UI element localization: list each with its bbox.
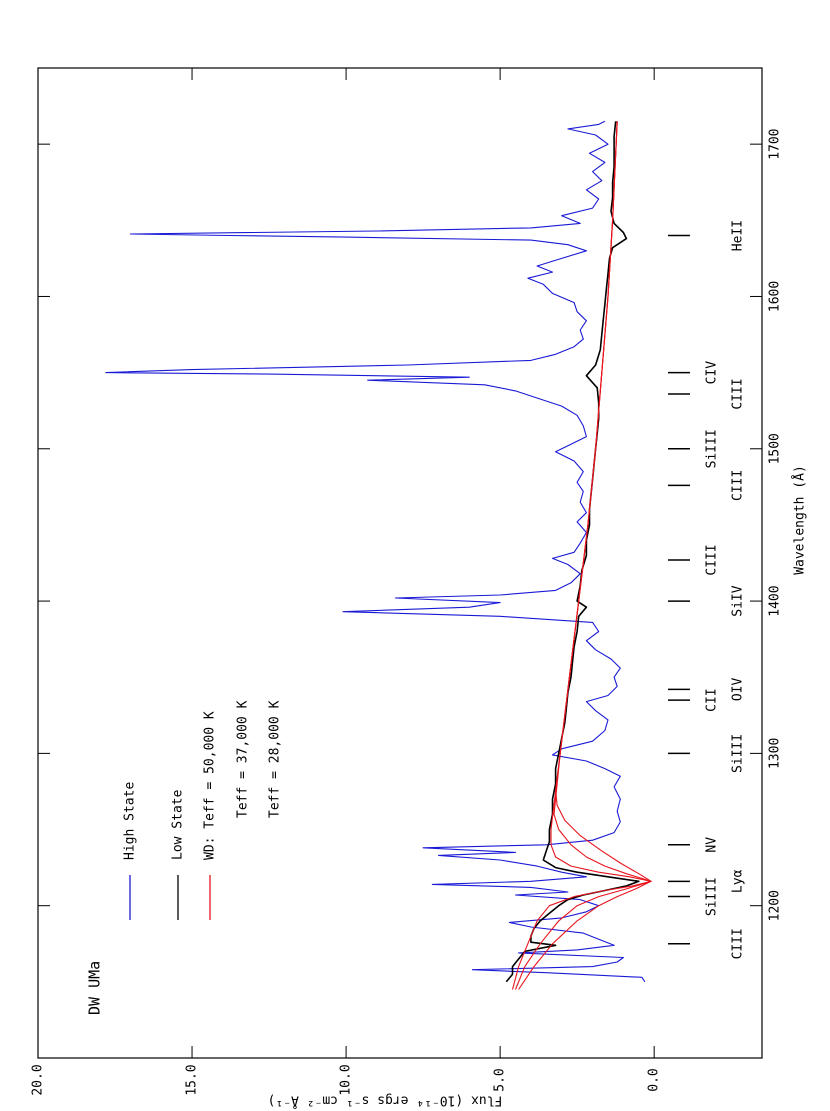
line-id-label: SiIII — [705, 429, 720, 468]
legend-label: WD: Teff = 50,000 K — [203, 711, 218, 860]
legend-label: Teff = 37,000 K — [236, 700, 251, 818]
line-id-label: OIV — [731, 678, 746, 702]
line-id-label: SiIV — [731, 585, 746, 616]
y-tick-label: 0.0 — [647, 1068, 662, 1091]
y-tick-label: 15.0 — [185, 1064, 200, 1095]
line-id-label: Lyα — [731, 869, 746, 893]
line-id-label: CIII — [731, 470, 746, 501]
spectrum-line — [518, 121, 652, 990]
chart-title: DW UMa — [86, 961, 104, 1015]
x-tick-label: 1700 — [768, 128, 783, 159]
plot-frame — [37, 67, 763, 1059]
line-id-label: HeII — [731, 220, 746, 251]
x-tick-label: 1500 — [768, 433, 783, 464]
legend-label: Teff = 28,000 K — [268, 700, 283, 818]
x-tick-label: 1600 — [768, 281, 783, 312]
y-axis-label: Flux (10⁻¹⁴ ergs s⁻¹ cm⁻² Å⁻¹) — [268, 1093, 503, 1109]
y-tick-label: 20.0 — [31, 1064, 46, 1095]
line-id-label: CIII — [731, 378, 746, 409]
x-tick-label: 1400 — [768, 585, 783, 616]
spectrum-line — [505, 121, 640, 983]
line-id-label: CIV — [705, 361, 720, 385]
line-id-label: CIII — [731, 928, 746, 959]
line-id-label: SiIII — [705, 877, 720, 916]
y-tick-label: 5.0 — [493, 1068, 508, 1091]
legend-label: Low State — [171, 789, 186, 860]
line-id-label: CIII — [705, 544, 720, 575]
x-axis-label: Wavelength (Å) — [792, 465, 808, 575]
y-tick-label: 10.0 — [339, 1064, 354, 1095]
spectrum-line — [511, 121, 652, 990]
x-tick-label: 1300 — [768, 738, 783, 769]
spectrum-line — [105, 120, 646, 983]
x-tick-label: 1200 — [768, 890, 783, 921]
line-id-label: CII — [705, 688, 720, 711]
legend-label: High State — [123, 782, 138, 860]
line-id-label: NV — [705, 837, 720, 853]
line-id-label: SiIII — [731, 734, 746, 773]
